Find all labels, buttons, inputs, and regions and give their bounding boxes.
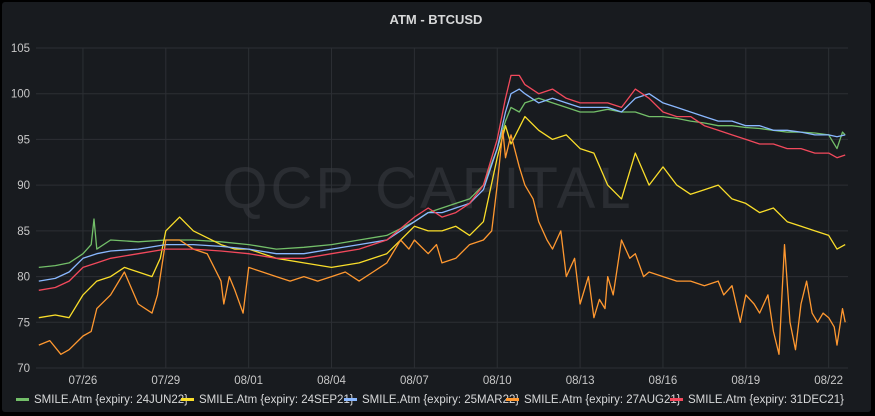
x-tick-label: 08/16 — [649, 375, 678, 387]
series-line-1 — [38, 115, 846, 319]
legend-label: SMILE.Atm {expiry: 24SEP21} — [199, 394, 354, 406]
series-line-3 — [38, 129, 846, 355]
x-tick-label: 08/10 — [483, 375, 512, 387]
legend-swatch — [16, 398, 29, 401]
legend-label: SMILE.Atm {expiry: 25MAR22} — [362, 394, 519, 406]
x-axis: 07/26 07/29 08/01 08/04 08/07 08/10 08/13 08/16… — [69, 375, 843, 387]
x-tick-label: 08/13 — [566, 375, 595, 387]
legend-swatch — [670, 398, 683, 401]
y-tick-label: 75 — [17, 317, 30, 329]
x-tick-label: 07/29 — [151, 375, 180, 387]
x-tick-label: 08/22 — [814, 375, 843, 387]
y-tick-label: 85 — [17, 226, 30, 238]
chart-title: ATM - BTCUSD — [390, 12, 483, 27]
legend: SMILE.Atm {expiry: 24JUN22} SMILE.Atm {ex… — [16, 394, 844, 406]
legend-swatch — [181, 398, 194, 401]
y-tick-label: 80 — [17, 272, 30, 284]
y-tick-label: 90 — [17, 180, 30, 192]
series-line-0 — [38, 97, 846, 269]
chart-svg: ATM - BTCUSD QCP CAPITAL 70 75 80 85 90 95 100… — [11, 12, 848, 406]
legend-swatch — [344, 398, 357, 401]
y-axis: 70 75 80 85 90 95 100 105 — [11, 43, 30, 375]
chart-panel: ATM - BTCUSD QCP CAPITAL 70 75 80 85 90 95 100… — [2, 2, 871, 412]
legend-label: SMILE.Atm {expiry: 31DEC21} — [688, 394, 844, 406]
y-tick-label: 95 — [17, 134, 30, 146]
y-tick-label: 105 — [11, 43, 30, 55]
x-tick-label: 08/07 — [400, 375, 429, 387]
legend-label: SMILE.Atm {expiry: 24JUN22} — [34, 394, 188, 406]
series-line-2 — [38, 88, 846, 282]
x-tick-label: 07/26 — [69, 375, 98, 387]
y-tick-label: 100 — [11, 89, 30, 101]
x-tick-label: 08/04 — [317, 375, 346, 387]
x-tick-label: 08/19 — [731, 375, 760, 387]
watermark-logo: QCP CAPITAL — [222, 156, 633, 221]
gridlines — [36, 47, 848, 369]
x-tick-label: 08/01 — [234, 375, 263, 387]
series-lines — [38, 74, 846, 355]
legend-swatch — [506, 398, 519, 401]
series-line-4 — [38, 74, 846, 291]
legend-label: SMILE.Atm {expiry: 27AUG21} — [524, 394, 681, 406]
y-tick-label: 70 — [17, 363, 30, 375]
